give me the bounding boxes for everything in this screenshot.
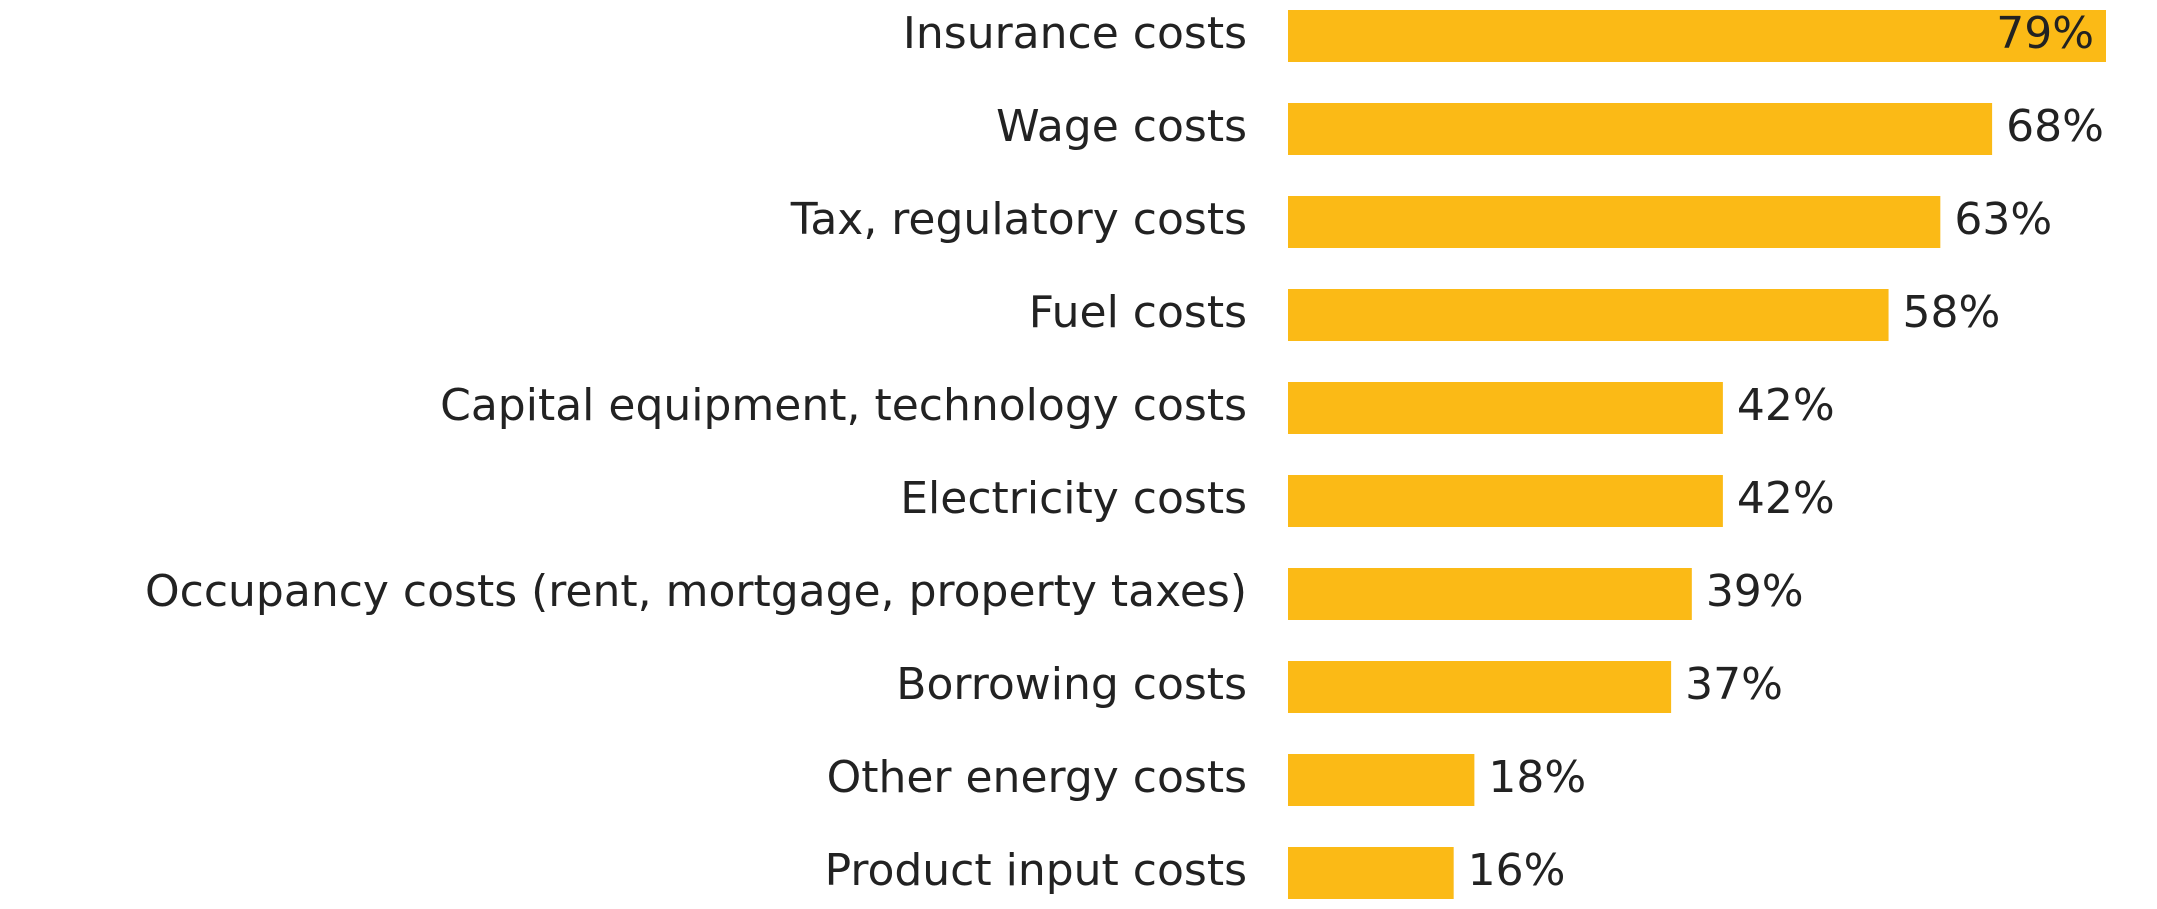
value-label: 42% <box>1737 473 1835 524</box>
bar <box>1288 196 1941 248</box>
category-label: Capital equipment, technology costs <box>440 380 1247 431</box>
value-label: 16% <box>1468 845 1566 896</box>
bar <box>1288 10 2106 62</box>
bar <box>1288 847 1454 899</box>
value-label: 68% <box>2006 101 2104 152</box>
category-label: Tax, regulatory costs <box>790 194 1247 245</box>
bar <box>1288 289 1889 341</box>
category-label: Other energy costs <box>827 752 1247 803</box>
value-label: 42% <box>1737 380 1835 431</box>
category-label: Wage costs <box>996 101 1247 152</box>
bar <box>1288 382 1723 434</box>
value-label: 79% <box>1996 8 2094 59</box>
category-label: Fuel costs <box>1029 287 1247 338</box>
value-label: 37% <box>1685 659 1783 710</box>
category-label: Product input costs <box>825 845 1247 896</box>
bar <box>1288 568 1692 620</box>
value-label: 39% <box>1706 566 1804 617</box>
bar <box>1288 475 1723 527</box>
bar <box>1288 754 1475 806</box>
category-label: Borrowing costs <box>896 659 1247 710</box>
bar <box>1288 103 1993 155</box>
value-label: 63% <box>1954 194 2052 245</box>
category-label: Insurance costs <box>903 8 1247 59</box>
bar <box>1288 661 1672 713</box>
value-label: 18% <box>1488 752 1586 803</box>
value-label: 58% <box>1903 287 2001 338</box>
category-label: Electricity costs <box>900 473 1247 524</box>
category-label: Occupancy costs (rent, mortgage, propert… <box>145 566 1247 617</box>
